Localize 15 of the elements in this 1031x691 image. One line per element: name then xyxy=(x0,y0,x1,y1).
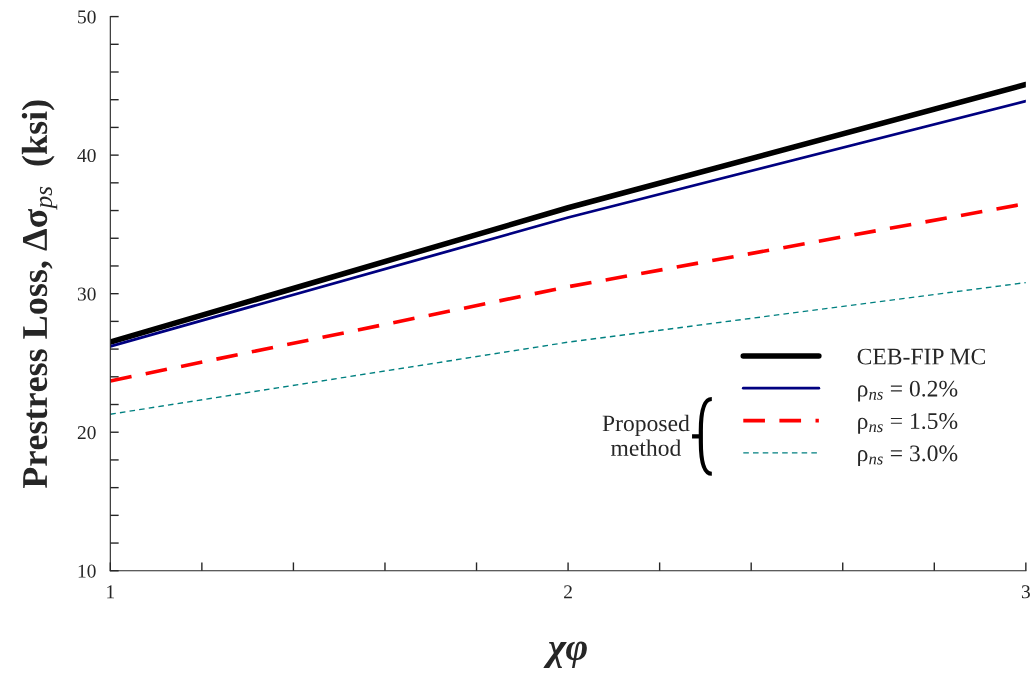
legend-label: ρ$_{ns}$ = 3.0% xyxy=(858,445,958,467)
x-tick-label: 2 xyxy=(564,585,572,599)
annotation: Proposed method xyxy=(602,414,690,457)
x-tick-label: 1 xyxy=(107,585,115,599)
y-tick-label: 40 xyxy=(77,148,96,163)
y-axis-title: Prestress Loss, Δσ$_{ps}$ (ksi) xyxy=(21,100,58,489)
legend-label: CEB-FIP MC xyxy=(857,348,985,365)
y-tick-label: 50 xyxy=(78,10,96,24)
x-axis-title: χφ xyxy=(543,641,587,669)
y-tick-label: 30 xyxy=(77,287,96,301)
x-tick-label: 3 xyxy=(1021,585,1030,599)
y-tick-label: 20 xyxy=(77,426,96,440)
legend-label: ρ$_{ns}$ = 1.5% xyxy=(858,413,958,434)
legend-label: ρ$_{ns}$ = 0.2% xyxy=(858,380,958,402)
y-tick-label: 10 xyxy=(78,564,96,578)
